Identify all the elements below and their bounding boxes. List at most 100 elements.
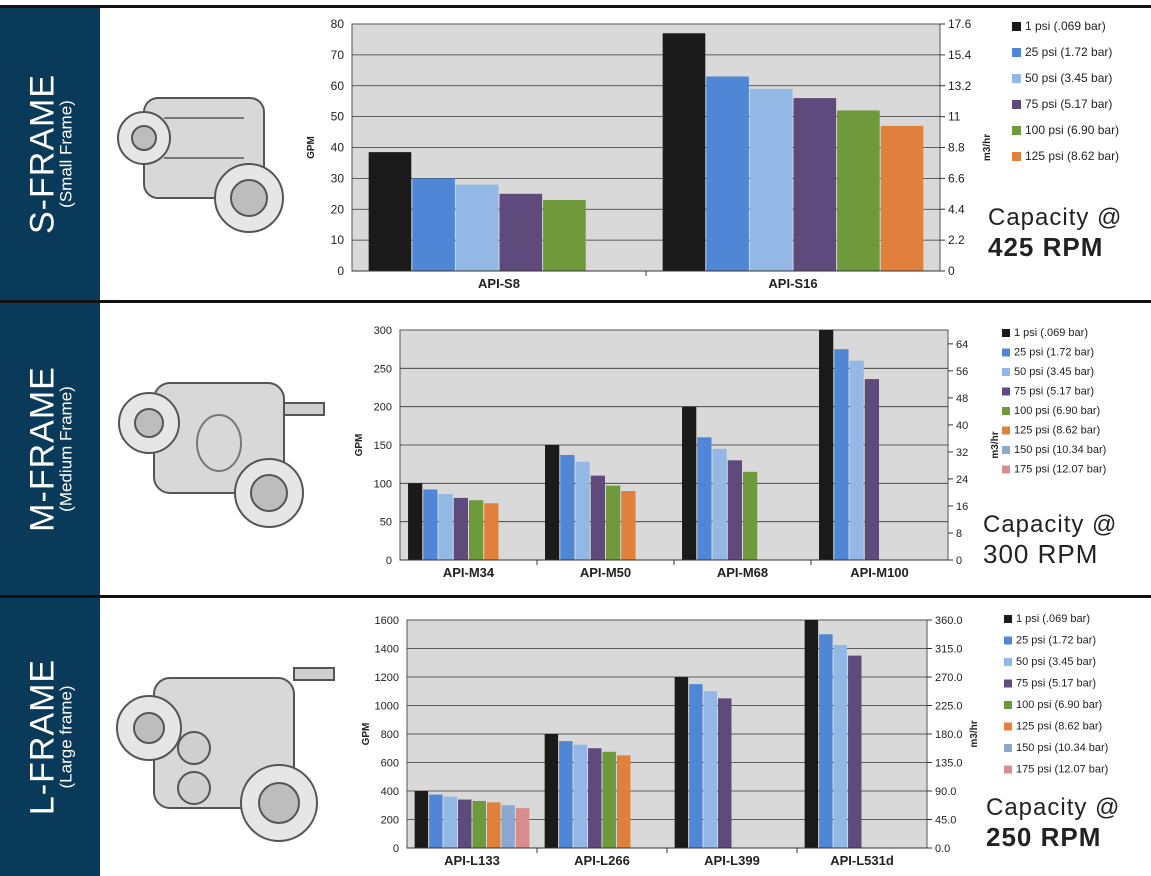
bar (499, 193, 543, 271)
y-tick-label: 30 (331, 171, 345, 185)
legend-swatch (1012, 100, 1021, 109)
y2-tick-label: 8.8 (948, 141, 965, 155)
bar (682, 406, 697, 560)
capacity-callout: Capacity @ 300 RPM (983, 511, 1117, 570)
legend-label: 125 psi (8.62 bar) (1025, 149, 1119, 163)
bar (472, 800, 486, 848)
y-tick-label: 1000 (375, 701, 399, 713)
y-tick-label: 20 (331, 202, 345, 216)
bar (486, 802, 501, 848)
legend-swatch (1002, 407, 1010, 415)
bar (819, 330, 834, 560)
y-axis-label: GPM (306, 136, 317, 159)
y2-tick-label: 17.6 (948, 17, 972, 31)
legend-label: 50 psi (3.45 bar) (1014, 366, 1094, 378)
bar (674, 677, 689, 848)
y2-tick-label: 56 (956, 366, 968, 378)
legend-swatch (1002, 387, 1010, 396)
y-tick-label: 1600 (375, 615, 399, 627)
y-tick-label: 1200 (375, 672, 399, 684)
y-tick-label: 600 (381, 758, 399, 770)
legend-swatch (1002, 368, 1010, 376)
bar (544, 734, 559, 848)
capacity-label: Capacity @ (983, 511, 1118, 538)
legend-swatch (1002, 465, 1010, 474)
legend-swatch (1012, 126, 1021, 135)
bar (712, 448, 727, 560)
x-category-label: API-L133 (444, 853, 500, 868)
y-tick-label: 40 (331, 141, 345, 155)
legend-label: 175 psi (12.07 bar) (1016, 764, 1108, 776)
bar (573, 744, 588, 848)
x-category-label: API-L266 (574, 853, 630, 868)
bar (804, 620, 819, 848)
capacity-label: Capacity @ (986, 794, 1121, 821)
y-tick-label: 1400 (375, 644, 399, 656)
y2-tick-label: 0.0 (935, 843, 950, 855)
bar (834, 349, 849, 560)
y2-tick-label: 360.0 (935, 615, 963, 627)
legend-label: 50 psi (3.45 bar) (1025, 71, 1112, 85)
rpm-value: 425 RPM (988, 232, 1104, 262)
legend-swatch (1012, 152, 1021, 161)
legend-swatch (1004, 636, 1012, 645)
y-tick-label: 150 (374, 440, 392, 452)
legend-label: 75 psi (5.17 bar) (1025, 97, 1112, 111)
y-tick-label: 400 (381, 786, 399, 798)
frame-sidebar: S-FRAME (Small Frame) (0, 8, 100, 300)
y-axis-label: GPM (354, 434, 365, 457)
x-category-label: API-M34 (443, 565, 495, 580)
bar (864, 379, 879, 560)
y-tick-label: 200 (381, 815, 399, 827)
bar (880, 125, 924, 271)
capacity-chart: 0 200 400 600 800 1000 1200 1400 1600 0.0 45.0 90.0… (361, 613, 1108, 868)
bar (368, 152, 412, 271)
y2-tick-label: 90.0 (935, 786, 956, 798)
y2-axis-label: m3/hr (990, 431, 1001, 458)
pump-illustration-icon (116, 667, 335, 842)
legend-swatch (1002, 426, 1010, 435)
bar (545, 445, 560, 560)
bar (793, 98, 837, 271)
legend-label: 75 psi (5.17 bar) (1016, 678, 1096, 690)
x-category-label: API-S8 (478, 276, 520, 291)
bar (515, 808, 530, 848)
y2-tick-label: 16 (956, 501, 968, 513)
bar (408, 483, 423, 560)
y-tick-label: 50 (380, 517, 392, 529)
bar (455, 184, 499, 271)
x-category-label: API-M50 (580, 565, 631, 580)
legend-swatch (1004, 701, 1012, 709)
pump-illustration-icon (117, 97, 284, 233)
y-tick-label: 0 (337, 264, 344, 278)
y2-tick-label: 15.4 (948, 48, 972, 62)
bar (543, 199, 586, 271)
legend-swatch (1002, 348, 1010, 357)
bar (412, 178, 455, 271)
y2-tick-label: 270.0 (935, 672, 963, 684)
capacity-label: Capacity @ (988, 204, 1123, 231)
legend-swatch (1004, 679, 1012, 688)
bar (837, 110, 880, 271)
pump-illustration-icon (118, 382, 325, 528)
legend-label: 1 psi (.069 bar) (1016, 613, 1090, 625)
y-tick-label: 60 (331, 79, 345, 93)
x-category-label: API-M68 (717, 565, 768, 580)
legend-label: 25 psi (1.72 bar) (1014, 347, 1094, 359)
bar (743, 471, 758, 560)
y2-tick-label: 135.0 (935, 758, 963, 770)
y-axis-label: GPM (361, 723, 372, 746)
bar (819, 634, 833, 848)
y2-tick-label: 8 (956, 528, 962, 540)
legend-label: 125 psi (8.62 bar) (1014, 425, 1100, 437)
panel-divider (0, 5, 1151, 8)
bar (662, 33, 706, 272)
legend-swatch (1004, 765, 1012, 774)
bar (453, 497, 468, 560)
capacity-chart: 0 10 20 30 40 50 60 70 80 0 2.2 4.4 6.6 8.8 11 13.2 15.4… (306, 17, 1119, 291)
rpm-value: 250 RPM (986, 822, 1102, 852)
legend-label: 150 psi (10.34 bar) (1014, 444, 1106, 456)
bar (697, 437, 712, 560)
l-frame-panel: L-FRAME (Large frame) 0 200 400 600 800 1000 1… (0, 598, 1151, 876)
bar (560, 454, 575, 560)
